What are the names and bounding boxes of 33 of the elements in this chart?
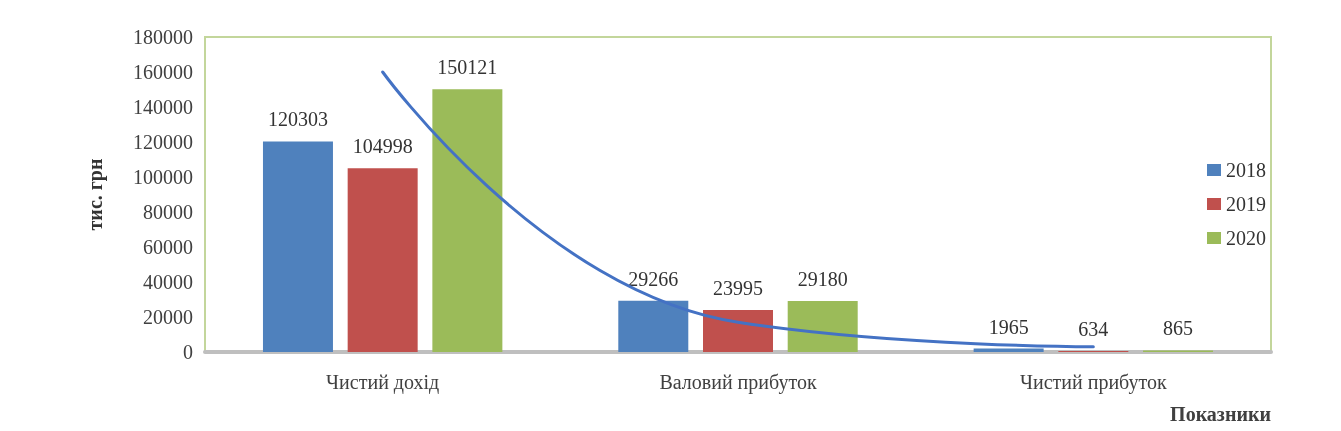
x-tick-label: Чистий дохід xyxy=(326,371,440,394)
x-tick-label: Валовий прибуток xyxy=(659,371,817,394)
bar xyxy=(347,168,418,352)
data-label: 29266 xyxy=(628,267,679,290)
bar xyxy=(432,89,503,352)
y-tick-label: 180000 xyxy=(133,26,193,48)
data-label: 104998 xyxy=(352,135,413,158)
bar xyxy=(703,310,773,352)
x-axis-title: Показники xyxy=(1170,403,1271,425)
legend-label: 2020 xyxy=(1226,227,1266,249)
data-label: 150121 xyxy=(437,56,498,79)
y-axis-title: тис. грн xyxy=(84,158,107,231)
y-tick-label: 100000 xyxy=(133,166,193,188)
y-tick-label: 120000 xyxy=(133,131,193,153)
y-tick-label: 60000 xyxy=(143,236,193,258)
bar xyxy=(618,300,689,352)
y-tick-label: 80000 xyxy=(143,201,193,223)
data-label: 1965 xyxy=(988,315,1029,338)
data-label: 634 xyxy=(1078,317,1109,340)
data-label: 23995 xyxy=(713,277,763,300)
data-label: 29180 xyxy=(797,267,848,290)
y-tick-label: 160000 xyxy=(133,61,193,83)
x-tick-label: Чистий прибуток xyxy=(1019,371,1167,394)
data-label: 865 xyxy=(1163,317,1194,340)
y-tick-label: 40000 xyxy=(143,271,193,293)
bar xyxy=(262,141,333,352)
y-tick-label: 0 xyxy=(183,341,193,363)
data-label: 120303 xyxy=(267,108,328,131)
legend-label: 2018 xyxy=(1226,159,1266,181)
y-tick-label: 20000 xyxy=(143,306,193,328)
legend-label: 2019 xyxy=(1226,193,1266,215)
bar xyxy=(787,300,858,352)
y-tick-label: 140000 xyxy=(133,96,193,118)
